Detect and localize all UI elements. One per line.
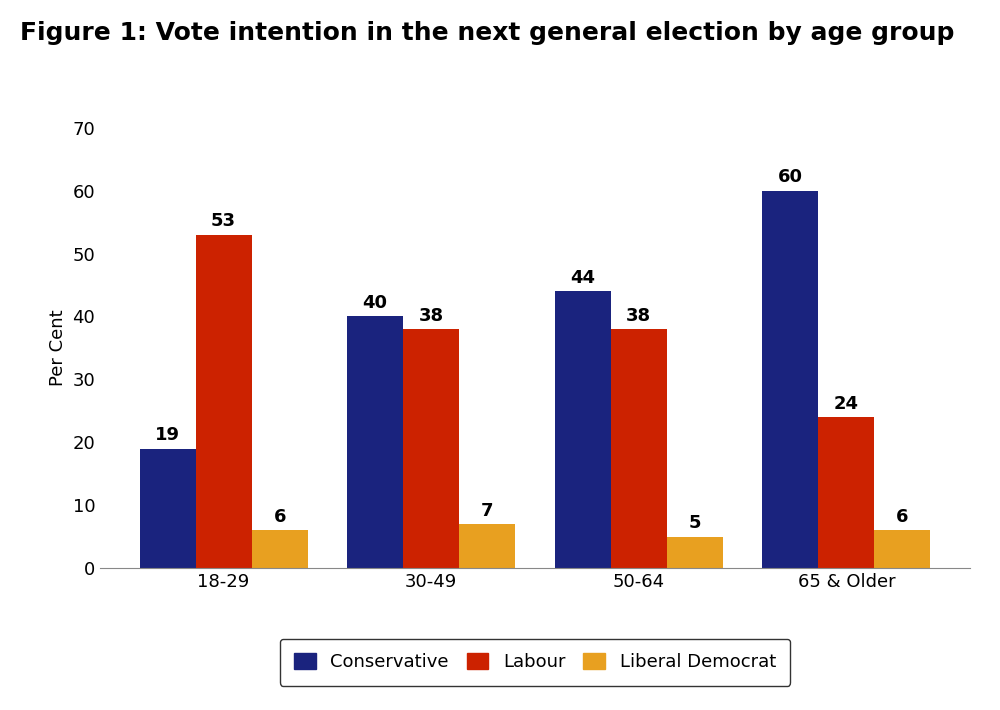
Bar [818,417,874,568]
Text: 53: 53 [211,212,236,230]
Text: 7: 7 [481,501,494,520]
Bar [667,537,723,568]
Legend: Conservative, Labour, Liberal Democrat: Conservative, Labour, Liberal Democrat [280,639,790,686]
Text: 5: 5 [689,514,701,532]
Text: 38: 38 [626,307,651,324]
Bar [611,329,667,568]
Bar [555,291,611,568]
Text: 19: 19 [155,426,180,444]
Bar [196,235,252,568]
Bar [762,191,818,568]
Text: Figure 1: Vote intention in the next general election by age group: Figure 1: Vote intention in the next gen… [20,21,954,45]
Text: 44: 44 [570,269,595,287]
Bar [874,530,930,568]
Y-axis label: Per Cent: Per Cent [49,310,67,386]
Text: 6: 6 [273,508,286,526]
Bar [459,524,515,568]
Bar [252,530,308,568]
Text: 6: 6 [896,508,909,526]
Text: 40: 40 [363,294,388,312]
Bar [347,317,403,568]
Text: 38: 38 [419,307,444,324]
Text: 60: 60 [778,168,803,186]
Bar [403,329,459,568]
Bar [140,449,196,568]
Text: 24: 24 [834,395,859,413]
